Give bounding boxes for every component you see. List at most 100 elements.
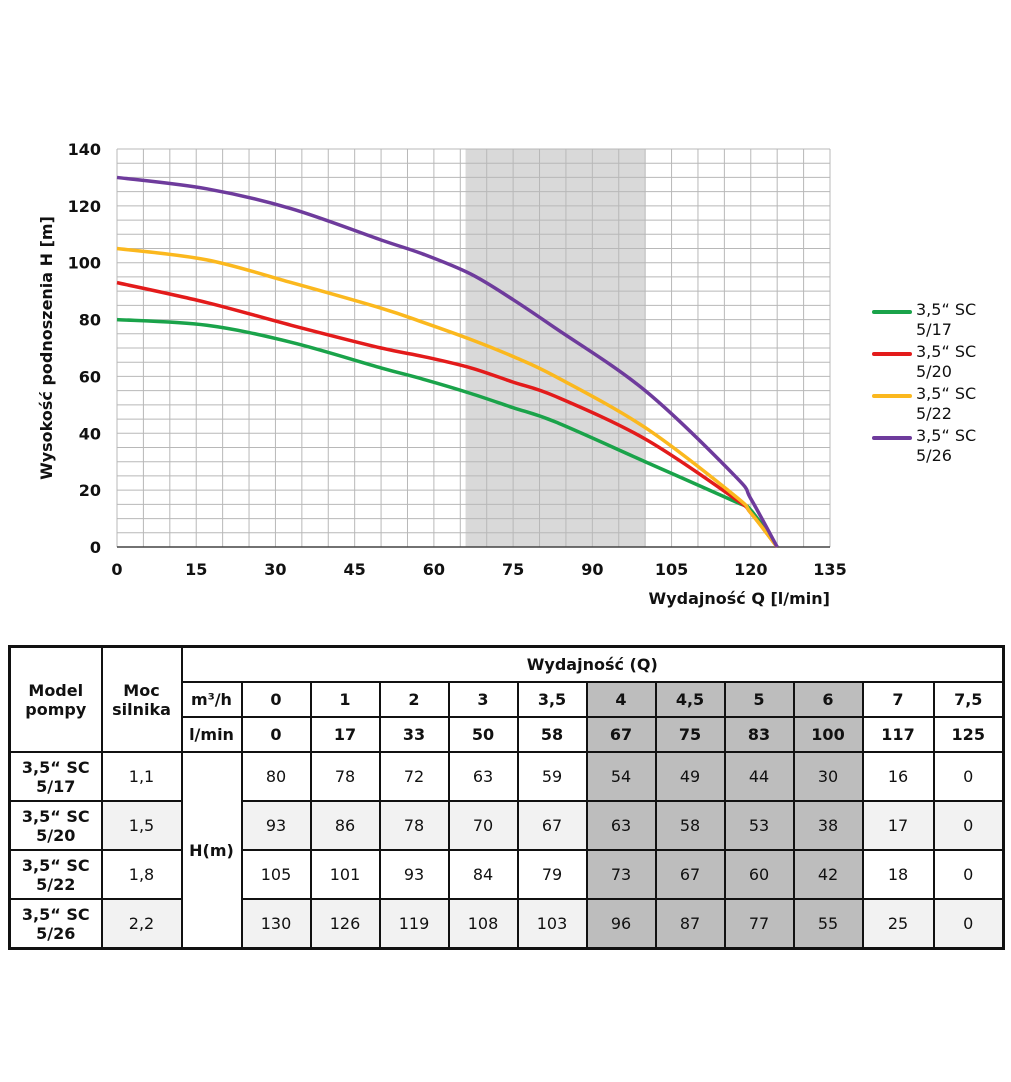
x-tick-label: 45: [344, 560, 366, 579]
legend-item-5-22: 3,5“ SC 5/22: [872, 384, 1002, 426]
head-value-cell: 87: [654, 898, 726, 950]
table-cell: 0: [240, 716, 312, 753]
head-value-cell: 25: [861, 898, 935, 950]
y-tick-label: 140: [68, 140, 101, 159]
table-cell: 4: [585, 681, 657, 718]
head-value-cell: 67: [516, 800, 588, 851]
x-tick-label: 60: [423, 560, 445, 579]
x-tick-label: 135: [813, 560, 846, 579]
head-value-cell: 84: [447, 849, 519, 900]
table-cell: 3: [447, 681, 519, 718]
x-axis-title: Wydajność Q [l/min]: [649, 589, 830, 608]
head-value-cell: 54: [585, 751, 657, 802]
legend-label: 3,5“ SC 5/22: [916, 384, 977, 423]
head-value-cell: 130: [240, 898, 312, 950]
head-value-cell: 93: [378, 849, 450, 900]
unit-cell: H(m): [180, 751, 243, 950]
head-value-cell: 18: [861, 849, 935, 900]
table-cell: 5: [723, 681, 795, 718]
power-cell: 2,2: [100, 898, 183, 950]
head-value-cell: 96: [585, 898, 657, 950]
chart-legend: 3,5“ SC 5/17 3,5“ SC 5/20 3,5“ SC 5/22 3…: [872, 300, 1002, 468]
head-value-cell: 0: [932, 800, 1005, 851]
head-value-cell: 103: [516, 898, 588, 950]
y-axis-title: Wysokość podnoszenia H [m]: [37, 216, 56, 480]
model-cell: 3,5“ SC 5/20: [8, 800, 103, 851]
power-cell: 1,5: [100, 800, 183, 851]
head-value-cell: 59: [516, 751, 588, 802]
x-tick-label: 0: [111, 560, 122, 579]
model-cell: 3,5“ SC 5/17: [8, 751, 103, 802]
power-cell: 1,8: [100, 849, 183, 900]
legend-label: 3,5“ SC 5/17: [916, 300, 977, 339]
legend-label: 3,5“ SC 5/20: [916, 342, 977, 381]
table-cell: 67: [585, 716, 657, 753]
table-cell: 7: [861, 681, 935, 718]
table-cell: 58: [516, 716, 588, 753]
head-value-cell: 72: [378, 751, 450, 802]
y-tick-label: 120: [68, 197, 101, 216]
table-cell: 0: [240, 681, 312, 718]
x-tick-label: 75: [502, 560, 524, 579]
head-value-cell: 58: [654, 800, 726, 851]
series-line-2: [116, 246, 779, 549]
head-value-cell: 30: [792, 751, 864, 802]
head-value-cell: 78: [309, 751, 381, 802]
head-value-cell: 73: [585, 849, 657, 900]
head-value-cell: 42: [792, 849, 864, 900]
head-value-cell: 17: [861, 800, 935, 851]
table-cell: 4,5: [654, 681, 726, 718]
head-value-cell: 16: [861, 751, 935, 802]
head-value-cell: 55: [792, 898, 864, 950]
head-value-cell: 63: [447, 751, 519, 802]
table-cell: 75: [654, 716, 726, 753]
table-cell: 17: [309, 716, 381, 753]
y-tick-label: 0: [90, 538, 101, 557]
table-row: 3,5“ SC 5/26 2,2 130 126 119 108 103 96 87 77 55 25…: [8, 898, 1005, 950]
head-value-cell: 0: [932, 898, 1005, 950]
y-tick-label: 20: [79, 481, 101, 500]
legend-swatch: [872, 352, 912, 356]
y-tick-label: 40: [79, 424, 101, 443]
table-cell: 83: [723, 716, 795, 753]
legend-swatch: [872, 310, 912, 314]
table-cell: 125: [932, 716, 1005, 753]
head-value-cell: 86: [309, 800, 381, 851]
table-row: 3,5“ SC 5/22 1,8 105 101 93 84 79 73 67 60 42 18 0: [8, 849, 1005, 900]
lmin-label: l/min: [180, 716, 243, 753]
legend-item-5-17: 3,5“ SC 5/17: [872, 300, 1002, 342]
x-tick-label: 30: [264, 560, 286, 579]
head-value-cell: 53: [723, 800, 795, 851]
table-row: 3,5“ SC 5/17 1,1 H(m) 80 78 72 63 59 54 49 44 30 16 0: [8, 751, 1005, 950]
model-cell: 3,5“ SC 5/22: [8, 849, 103, 900]
head-value-cell: 49: [654, 751, 726, 802]
head-value-cell: 126: [309, 898, 381, 950]
table-cell: 50: [447, 716, 519, 753]
head-value-cell: 38: [792, 800, 864, 851]
legend-label: 3,5“ SC 5/26: [916, 426, 977, 465]
performance-table: Model pompy Moc silnika Wydajność (Q) m³…: [8, 645, 1005, 950]
head-value-cell: 78: [378, 800, 450, 851]
table-row: 3,5“ SC 5/20 1,5 93 86 78 70 67 63 58 53 38 17 0: [8, 800, 1005, 851]
head-value-cell: 0: [932, 751, 1005, 802]
head-value-cell: 79: [516, 849, 588, 900]
head-value-cell: 67: [654, 849, 726, 900]
legend-item-5-26: 3,5“ SC 5/26: [872, 426, 1002, 468]
model-header: Model pompy: [8, 645, 103, 753]
table-cell: 1: [309, 681, 381, 718]
series-line-0: [116, 317, 779, 549]
x-tick-label: 120: [734, 560, 767, 579]
head-value-cell: 77: [723, 898, 795, 950]
power-header: Moc silnika: [100, 645, 183, 753]
head-value-cell: 119: [378, 898, 450, 950]
y-tick-label: 80: [79, 311, 101, 330]
head-value-cell: 63: [585, 800, 657, 851]
table-cell: 117: [861, 716, 935, 753]
pump-curve-chart: 0 15 30 45 60 75 90 105 120 135 0 20 40 60 80 100 120 140…: [37, 140, 847, 608]
head-value-cell: 60: [723, 849, 795, 900]
head-value-cell: 108: [447, 898, 519, 950]
table-cell: 6: [792, 681, 864, 718]
legend-item-5-20: 3,5“ SC 5/20: [872, 342, 1002, 384]
table-cell: 3,5: [516, 681, 588, 718]
series-line-3: [116, 175, 779, 548]
